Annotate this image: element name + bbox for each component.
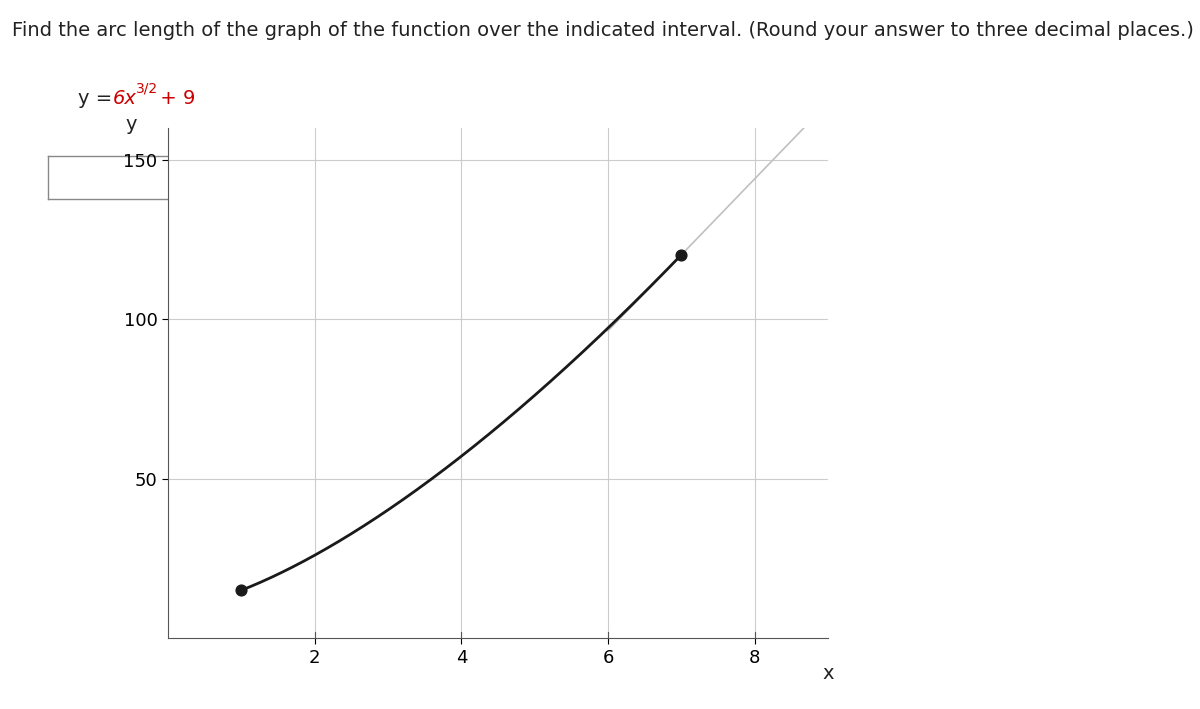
Point: [232, 584, 251, 596]
Text: x: x: [822, 664, 834, 683]
Point: [672, 249, 691, 260]
Text: Find the arc length of the graph of the function over the indicated interval. (R: Find the arc length of the graph of the …: [12, 21, 1194, 40]
Text: y =: y =: [78, 89, 119, 108]
Text: y: y: [126, 115, 137, 134]
Text: 3/2: 3/2: [136, 82, 157, 96]
Text: 6x: 6x: [113, 89, 137, 108]
Text: + 9: + 9: [154, 89, 194, 108]
